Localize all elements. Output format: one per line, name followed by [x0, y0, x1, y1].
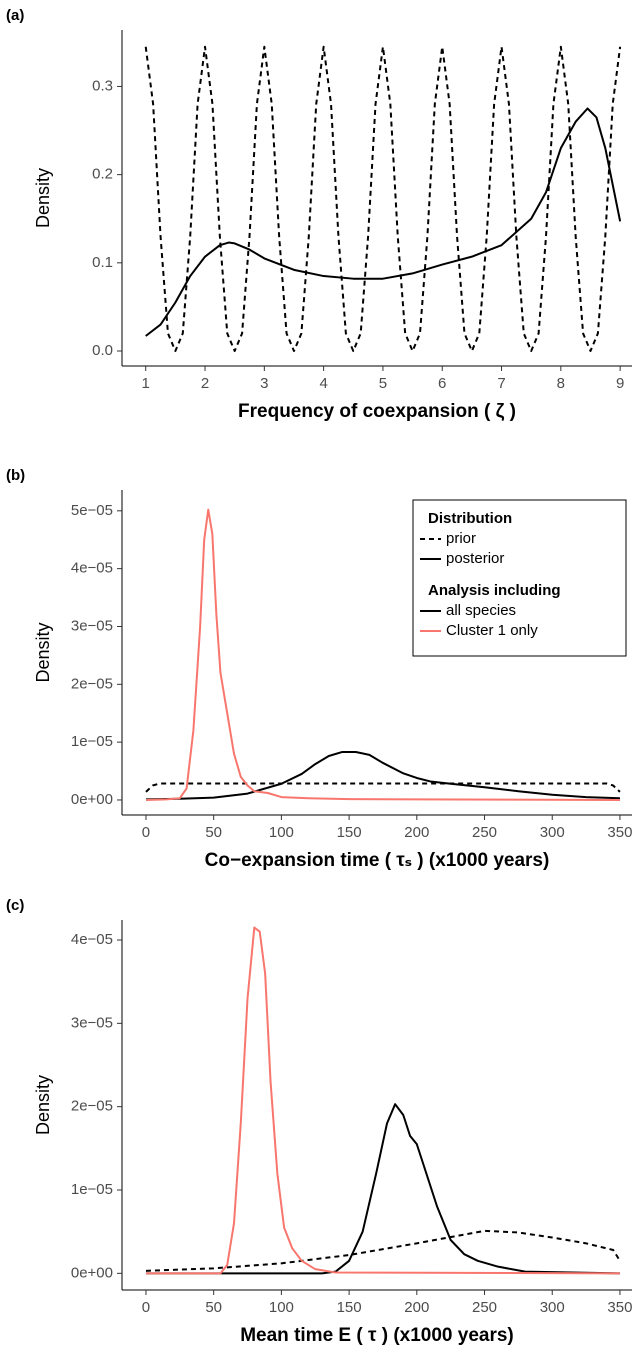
legend-box [412, 499, 627, 657]
y-tick-label: 1e−05 [71, 1181, 113, 1198]
y-axis-title: Density [33, 1075, 53, 1135]
density-line [145, 1103, 620, 1275]
x-tick-label: 300 [540, 824, 565, 841]
legend-label: posterior [446, 550, 504, 567]
x-tick-label: 7 [497, 375, 505, 392]
legend: Distribution prior posterior Analysis inclu… [412, 499, 627, 657]
x-tick-label: 0 [142, 824, 150, 841]
panel-label: (c) [6, 897, 24, 914]
y-tick-label: 0.0 [92, 342, 113, 359]
legend-label: prior [446, 530, 476, 547]
y-tick-label: 2e−05 [71, 675, 113, 692]
x-tick-label: 350 [607, 1299, 632, 1316]
y-tick-label: 4e−05 [71, 931, 113, 948]
y-tick-label: 0.1 [92, 254, 113, 271]
x-tick-label: 50 [205, 1299, 222, 1316]
x-tick-label: 1 [142, 375, 150, 392]
density-line [145, 107, 622, 337]
y-tick-label: 2e−05 [71, 1098, 113, 1115]
x-tick-label: 150 [337, 1299, 362, 1316]
panel-label: (a) [6, 7, 24, 24]
density-line [145, 926, 620, 1275]
x-tick-label: 200 [404, 1299, 429, 1316]
x-axis-title: Frequency of coexpansion ( ζ ) [238, 401, 516, 422]
x-tick-label: 250 [472, 824, 497, 841]
x-axis-title: Co−expansion time ( τₛ ) (x1000 years) [205, 850, 550, 871]
x-tick-label: 200 [404, 824, 429, 841]
density-line [145, 750, 620, 801]
legend-title: Distribution [428, 510, 512, 527]
y-tick-label: 3e−05 [71, 617, 113, 634]
y-tick-label: 3e−05 [71, 1014, 113, 1031]
x-tick-label: 150 [337, 824, 362, 841]
x-tick-label: 50 [205, 824, 222, 841]
legend-title: Analysis including [428, 582, 561, 599]
y-tick-label: 1e−05 [71, 733, 113, 750]
density-line [145, 1229, 621, 1272]
x-tick-label: 5 [379, 375, 387, 392]
density-line [145, 508, 620, 801]
x-tick-label: 8 [557, 375, 565, 392]
x-tick-label: 9 [616, 375, 624, 392]
legend-label: Cluster 1 only [446, 622, 538, 639]
x-tick-label: 100 [269, 824, 294, 841]
panel-label: (b) [6, 467, 25, 484]
x-tick-label: 2 [201, 375, 209, 392]
x-tick-label: 300 [540, 1299, 565, 1316]
y-tick-label: 0.2 [92, 166, 113, 183]
x-tick-label: 3 [260, 375, 268, 392]
y-axis-title: Density [33, 168, 53, 228]
x-tick-label: 0 [142, 1299, 150, 1316]
density-line [144, 45, 622, 353]
y-tick-label: 0e+00 [71, 791, 113, 808]
y-tick-label: 0.3 [92, 77, 113, 94]
y-axis-title: Density [33, 622, 53, 682]
y-tick-label: 0e+00 [71, 1264, 113, 1281]
legend-label: all species [446, 602, 516, 619]
x-tick-label: 250 [472, 1299, 497, 1316]
x-axis-title: Mean time E ( τ ) (x1000 years) [240, 1325, 514, 1346]
x-tick-label: 4 [319, 375, 327, 392]
density-line [145, 782, 621, 793]
x-tick-label: 350 [607, 824, 632, 841]
y-tick-label: 5e−05 [71, 502, 113, 519]
x-tick-label: 100 [269, 1299, 294, 1316]
y-tick-label: 4e−05 [71, 560, 113, 577]
x-tick-label: 6 [438, 375, 446, 392]
